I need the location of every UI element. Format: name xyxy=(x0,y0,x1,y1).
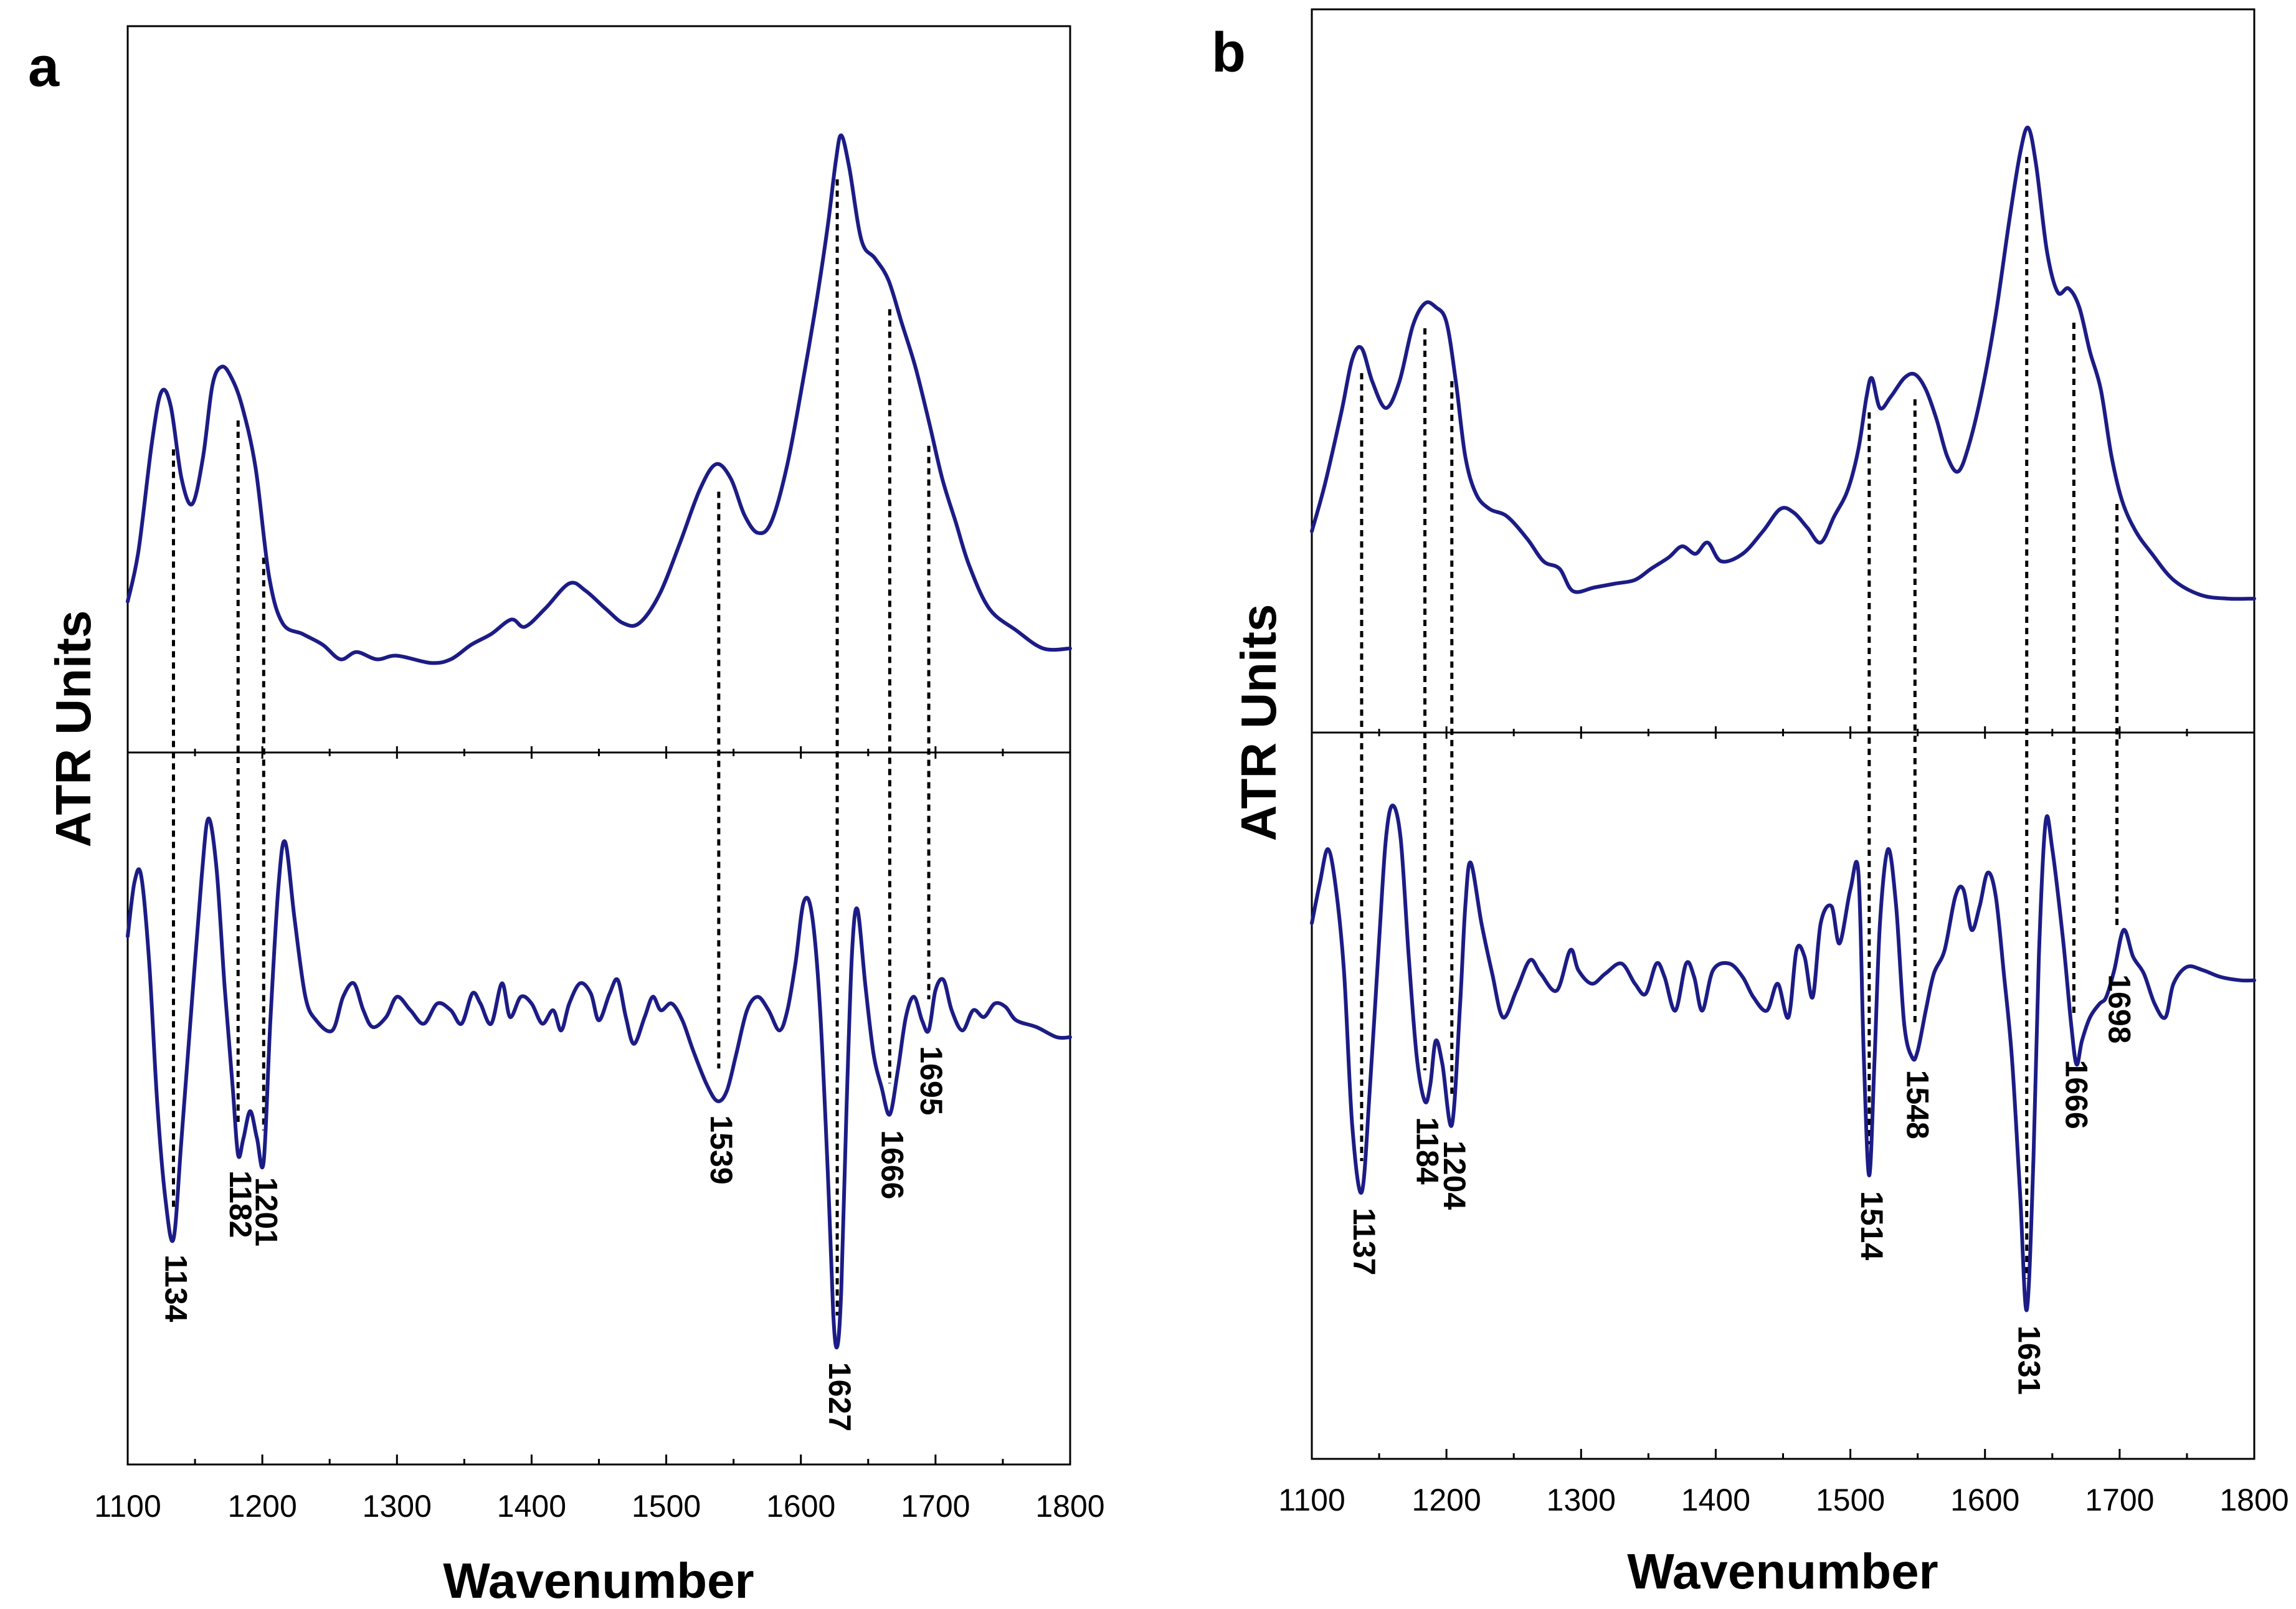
panel-a-ticks xyxy=(126,746,1071,1464)
x-tick-label: 1700 xyxy=(901,1489,970,1524)
peak-label: 1627 xyxy=(822,1362,857,1431)
absorbance-series-line xyxy=(126,133,1072,665)
peak-label: 1695 xyxy=(914,1046,949,1115)
panel-b-tick-labels: 1100 1200 1300 1400 1500 1600 1700 1800 xyxy=(1278,1483,2289,1517)
peak-label: 1548 xyxy=(1900,1070,1935,1139)
panel-b-letter: b xyxy=(1212,22,1246,84)
x-tick-label: 1300 xyxy=(1547,1483,1616,1517)
second-derivative-series-line xyxy=(1310,804,2256,1312)
panel-a: a 1100 1200 1300 1400 1500 1600 1700 1800 11341… xyxy=(28,25,1105,1608)
peak-label: 1182 xyxy=(223,1170,258,1238)
peak-label: 1698 xyxy=(2102,974,2137,1043)
panel-b-peak-guides xyxy=(1360,157,2119,1279)
x-tick-label: 1600 xyxy=(1950,1483,2019,1517)
x-tick-label: 1500 xyxy=(632,1489,701,1524)
peak-label: 1201 xyxy=(249,1177,283,1246)
x-tick-label: 1100 xyxy=(1278,1483,1345,1517)
panel-a-tick-labels: 1100 1200 1300 1400 1500 1600 1700 1800 xyxy=(94,1489,1104,1524)
x-tick-label: 1200 xyxy=(228,1489,297,1524)
panel-b-y-axis-label: ATR Units xyxy=(1231,604,1286,842)
x-tick-label: 1800 xyxy=(1035,1489,1104,1524)
panel-a-frame xyxy=(126,25,1071,1466)
absorbance-series-line xyxy=(1310,125,2256,601)
panel-a-peak-guides xyxy=(171,179,931,1316)
panel-b: b 1100 1200 1300 1400 1500 1600 1700 1800 11371… xyxy=(1212,8,2289,1599)
x-tick-label: 1300 xyxy=(363,1489,432,1524)
second-derivative-series-line xyxy=(126,816,1072,1350)
peak-label: 1666 xyxy=(2059,1060,2094,1129)
peak-label: 1134 xyxy=(159,1255,194,1322)
peak-label: 1539 xyxy=(704,1115,739,1184)
peak-label: 1666 xyxy=(875,1130,909,1199)
x-tick-label: 1100 xyxy=(94,1489,161,1524)
peak-label: 1184 xyxy=(1410,1117,1445,1185)
x-tick-label: 1700 xyxy=(2085,1483,2154,1517)
panel-b-x-axis-label: Wavenumber xyxy=(1627,1544,1938,1599)
x-tick-label: 1600 xyxy=(766,1489,835,1524)
x-tick-label: 1500 xyxy=(1816,1483,1885,1517)
peak-label: 1204 xyxy=(1437,1141,1472,1210)
x-tick-label: 1200 xyxy=(1412,1483,1481,1517)
x-tick-label: 1800 xyxy=(2219,1483,2289,1517)
peak-label: 1514 xyxy=(1854,1191,1889,1260)
panel-b-series xyxy=(1310,125,2256,1312)
panel-a-y-axis-label: ATR Units xyxy=(45,610,101,848)
panel-a-letter: a xyxy=(28,36,60,98)
panel-a-series xyxy=(126,133,1072,1350)
x-tick-label: 1400 xyxy=(497,1489,566,1524)
peak-label: 1137 xyxy=(1347,1208,1382,1275)
panel-b-ticks xyxy=(1311,726,2256,1459)
panel-a-x-axis-label: Wavenumber xyxy=(443,1553,754,1608)
x-tick-label: 1400 xyxy=(1681,1483,1750,1517)
peak-label: 1631 xyxy=(2012,1326,2047,1395)
